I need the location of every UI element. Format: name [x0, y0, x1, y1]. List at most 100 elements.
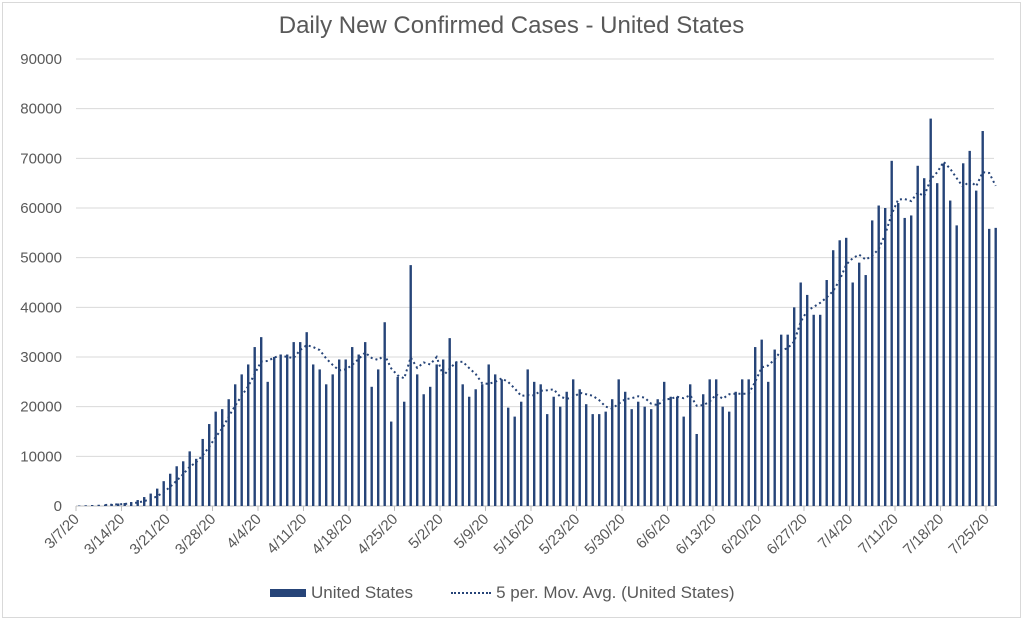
bar	[591, 414, 594, 506]
bar	[253, 347, 256, 506]
bar	[266, 381, 269, 506]
bar	[715, 379, 718, 506]
bar	[812, 314, 815, 506]
bar	[702, 394, 705, 506]
x-tick-label: 5/16/20	[490, 511, 537, 558]
bar	[760, 339, 763, 506]
bar	[455, 361, 458, 506]
bar	[396, 376, 399, 506]
bar	[494, 374, 497, 506]
bar	[422, 394, 425, 506]
bar	[773, 349, 776, 506]
x-tick-label: 5/2/20	[405, 511, 447, 553]
bar	[84, 505, 87, 506]
bar	[942, 163, 945, 507]
y-tick-label: 60000	[20, 200, 62, 217]
bar	[169, 473, 172, 506]
bar	[741, 379, 744, 506]
x-tick-label: 5/9/20	[451, 511, 493, 553]
bar	[728, 411, 731, 506]
x-tick-label: 7/25/20	[945, 511, 992, 558]
bar	[877, 205, 880, 506]
y-tick-label: 80000	[20, 101, 62, 118]
bar	[864, 275, 867, 506]
bar	[669, 396, 672, 506]
bar	[799, 282, 802, 506]
bar	[676, 396, 679, 506]
bar	[663, 381, 666, 506]
bar	[734, 391, 737, 506]
bar	[370, 386, 373, 506]
bar	[234, 384, 237, 506]
bar	[695, 433, 698, 506]
bar	[994, 227, 997, 506]
bar	[409, 265, 412, 506]
y-tick-label: 20000	[20, 399, 62, 416]
bar	[448, 338, 451, 506]
x-tick-label: 4/18/20	[308, 511, 355, 558]
bar	[656, 399, 659, 506]
x-tick-label: 5/30/20	[581, 511, 628, 558]
bar	[383, 322, 386, 506]
bar	[156, 488, 159, 506]
bar	[468, 396, 471, 506]
bar	[936, 183, 939, 506]
bar	[214, 411, 217, 506]
x-tick-label: 6/13/20	[672, 511, 719, 558]
bar	[955, 225, 958, 506]
y-tick-label: 30000	[20, 349, 62, 366]
bar	[708, 379, 711, 506]
y-tick-label: 10000	[20, 448, 62, 465]
bar	[507, 407, 510, 506]
bar	[377, 369, 380, 506]
bar	[546, 414, 549, 506]
legend-swatch-moving-average	[451, 592, 492, 594]
bar	[721, 406, 724, 506]
bar	[767, 381, 770, 506]
bar	[318, 369, 321, 506]
legend-label-bars: United States	[311, 583, 414, 602]
bar	[747, 379, 750, 506]
bar	[442, 359, 445, 506]
bar	[565, 391, 568, 506]
bar	[182, 461, 185, 506]
bar	[481, 384, 484, 506]
bar	[136, 500, 139, 506]
x-tick-label: 4/4/20	[223, 511, 265, 553]
bar	[916, 165, 919, 507]
bar	[279, 354, 282, 506]
y-tick-label: 0	[54, 498, 62, 515]
bar	[91, 505, 94, 506]
bar	[533, 381, 536, 506]
bar	[435, 364, 438, 506]
bar	[929, 118, 932, 506]
bar	[578, 389, 581, 506]
chart-title: Daily New Confirmed Cases - United State…	[278, 12, 745, 39]
bar	[689, 384, 692, 506]
bar	[474, 389, 477, 506]
bar	[338, 359, 341, 506]
bar	[240, 374, 243, 506]
legend: United States 5 per. Mov. Avg. (United S…	[270, 583, 735, 603]
bar	[962, 163, 965, 507]
bar	[390, 421, 393, 506]
bar	[331, 374, 334, 506]
bar	[227, 399, 230, 506]
bar	[221, 409, 224, 506]
bar	[364, 342, 367, 506]
bar	[617, 379, 620, 506]
bar	[871, 220, 874, 506]
bar	[299, 342, 302, 506]
bar	[786, 334, 789, 506]
bar	[637, 401, 640, 506]
bar	[97, 504, 100, 506]
bar	[806, 294, 809, 506]
bar	[487, 364, 490, 506]
bar	[825, 280, 828, 506]
bar	[104, 504, 107, 506]
bar	[793, 307, 796, 506]
bar	[312, 364, 315, 506]
bar	[500, 379, 503, 506]
legend-label-moving-average: 5 per. Mov. Avg. (United States)	[496, 583, 735, 602]
